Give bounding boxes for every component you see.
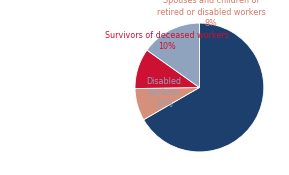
Text: Spouses and children of
retired or disabled workers
8%: Spouses and children of retired or disab… bbox=[157, 0, 265, 28]
Text: Survivors of deceased workers
10%: Survivors of deceased workers 10% bbox=[105, 31, 229, 51]
Wedge shape bbox=[135, 50, 199, 89]
Text: Disabled
workers
15%: Disabled workers 15% bbox=[147, 77, 181, 109]
Wedge shape bbox=[135, 88, 199, 120]
Wedge shape bbox=[144, 23, 264, 152]
Text: Retired
workers
66%: Retired workers 66% bbox=[218, 79, 252, 111]
Wedge shape bbox=[147, 23, 199, 88]
